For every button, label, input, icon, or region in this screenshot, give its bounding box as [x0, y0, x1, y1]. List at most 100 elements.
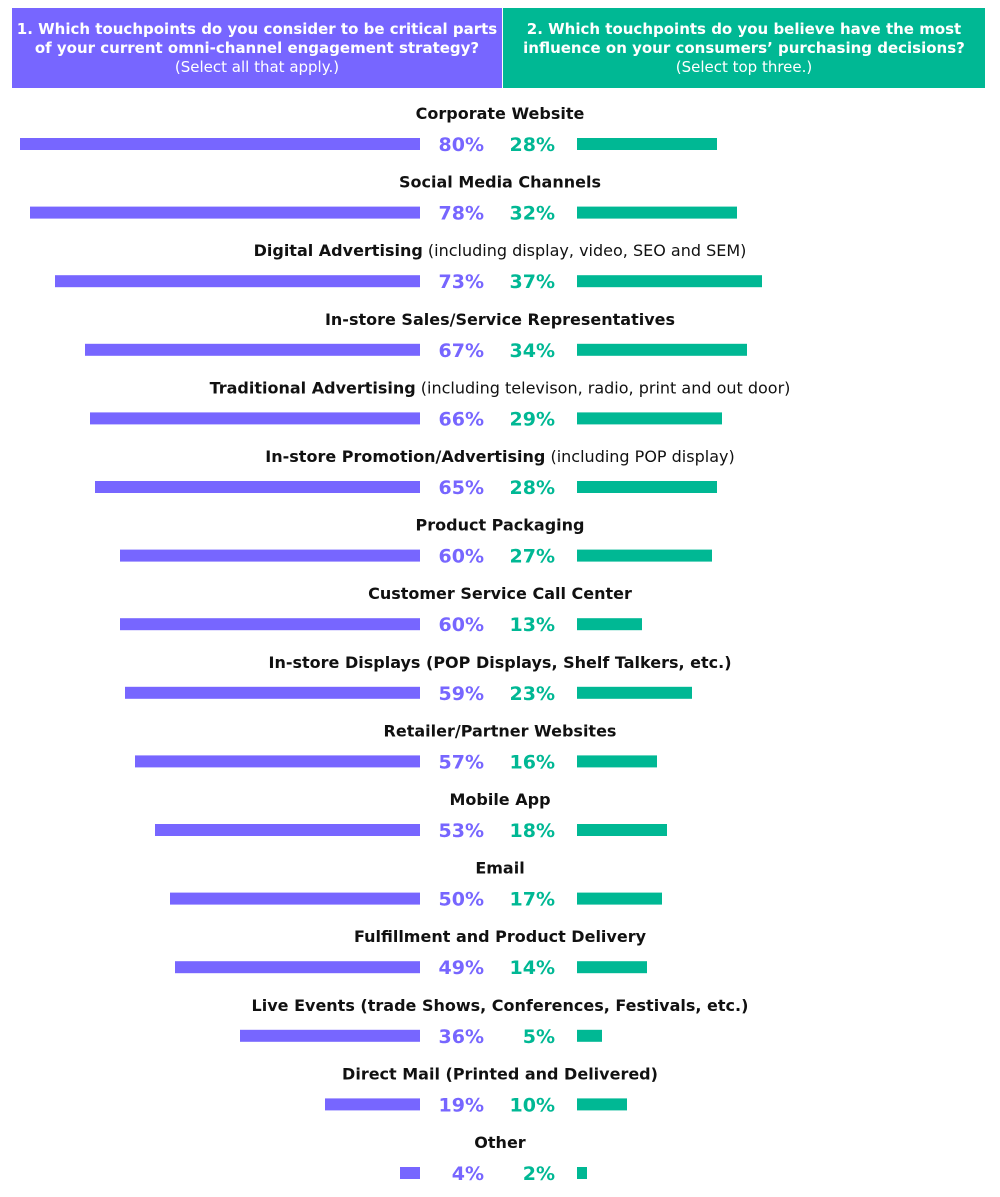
bar-critical-touchpoint [325, 1098, 420, 1111]
bar-critical-touchpoint [135, 755, 420, 768]
value-label-critical: 78% [439, 203, 484, 225]
category-label-main: In-store Promotion/Advertising [265, 447, 545, 466]
value-label-critical: 57% [439, 751, 484, 773]
bar-influence-touchpoint [577, 481, 717, 493]
value-label-influence: 23% [510, 683, 555, 705]
bar-critical-touchpoint [155, 824, 420, 836]
bar-influence-touchpoint [577, 275, 762, 288]
value-label-influence: 14% [510, 957, 555, 979]
bar-critical-touchpoint [85, 343, 420, 356]
bar-influence-touchpoint [577, 343, 747, 356]
category-label: Digital Advertising (including display, … [254, 241, 747, 260]
bar-critical-touchpoint [175, 961, 420, 974]
category-label-note: (including display, video, SEO and SEM) [423, 241, 747, 260]
category-label: Corporate Website [416, 104, 585, 123]
value-label-critical: 49% [439, 957, 484, 979]
bar-influence-touchpoint [577, 892, 662, 905]
bar-critical-touchpoint [90, 412, 420, 425]
value-label-critical: 60% [439, 546, 484, 568]
bar-critical-touchpoint [400, 1167, 420, 1179]
value-label-influence: 28% [510, 477, 555, 499]
category-label: In-store Sales/Service Representatives [325, 310, 675, 329]
value-label-critical: 67% [439, 340, 484, 362]
value-label-critical: 36% [439, 1026, 484, 1048]
bar-influence-touchpoint [577, 549, 712, 562]
category-label-main: Retailer/Partner Websites [384, 721, 617, 740]
category-label: Traditional Advertising (including telev… [210, 378, 791, 397]
bar-influence-touchpoint [577, 1167, 587, 1179]
category-label: In-store Displays (POP Displays, Shelf T… [269, 653, 732, 672]
header-question-2-note: (Select top three.) [675, 58, 813, 76]
value-label-critical: 65% [439, 477, 484, 499]
value-label-influence: 10% [510, 1094, 555, 1116]
bar-influence-touchpoint [577, 138, 717, 150]
value-label-influence: 18% [510, 820, 555, 842]
category-label-note: (including televison, radio, print and o… [416, 378, 791, 397]
header-question-1-note: (Select all that apply.) [174, 58, 340, 76]
category-label: Direct Mail (Printed and Delivered) [342, 1064, 658, 1083]
category-label-main: In-store Displays (POP Displays, Shelf T… [269, 653, 732, 672]
value-label-influence: 27% [510, 546, 555, 568]
value-label-influence: 37% [510, 271, 555, 293]
bar-influence-touchpoint [577, 206, 737, 219]
category-label: Customer Service Call Center [368, 584, 632, 603]
value-label-influence: 2% [523, 1163, 555, 1185]
bar-critical-touchpoint [120, 618, 420, 631]
bar-influence-touchpoint [577, 1098, 627, 1111]
value-label-critical: 50% [439, 889, 484, 911]
bar-critical-touchpoint [95, 481, 420, 493]
value-label-influence: 5% [523, 1026, 555, 1048]
category-label-note: (including POP display) [545, 447, 734, 466]
value-label-critical: 19% [439, 1094, 484, 1116]
bar-critical-touchpoint [20, 138, 420, 150]
value-label-critical: 53% [439, 820, 484, 842]
category-label-main: Mobile App [449, 790, 550, 809]
category-label-main: Social Media Channels [399, 173, 601, 192]
category-label: Other [474, 1133, 525, 1152]
category-label: Fulfillment and Product Delivery [354, 927, 647, 946]
bar-critical-touchpoint [120, 549, 420, 562]
category-label-main: Traditional Advertising [210, 378, 416, 397]
category-label: Retailer/Partner Websites [384, 721, 617, 740]
category-label-main: Fulfillment and Product Delivery [354, 927, 647, 946]
bar-influence-touchpoint [577, 618, 642, 631]
value-label-critical: 73% [439, 271, 484, 293]
bar-critical-touchpoint [55, 275, 420, 288]
category-label-main: Customer Service Call Center [368, 584, 632, 603]
category-label-main: Product Packaging [416, 516, 585, 535]
category-label: Mobile App [449, 790, 550, 809]
header-question-1: 1. Which touchpoints do you consider to … [12, 8, 502, 88]
bar-critical-touchpoint [125, 686, 420, 699]
value-label-critical: 59% [439, 683, 484, 705]
value-label-critical: 66% [439, 408, 484, 430]
bar-influence-touchpoint [577, 755, 657, 768]
header-question-1-bold: 1. Which touchpoints do you consider to … [16, 20, 498, 57]
category-label-main: Corporate Website [416, 104, 585, 123]
value-label-influence: 17% [510, 889, 555, 911]
bar-influence-touchpoint [577, 961, 647, 974]
value-label-critical: 4% [452, 1163, 484, 1185]
bar-influence-touchpoint [577, 1029, 602, 1042]
category-label-main: In-store Sales/Service Representatives [325, 310, 675, 329]
value-label-influence: 34% [510, 340, 555, 362]
bar-critical-touchpoint [30, 206, 420, 219]
bar-influence-touchpoint [577, 824, 667, 836]
category-label: Social Media Channels [399, 173, 601, 192]
category-label-main: Live Events (trade Shows, Conferences, F… [252, 996, 749, 1015]
value-label-influence: 28% [510, 134, 555, 156]
category-label: Email [475, 859, 524, 878]
category-label: Product Packaging [416, 516, 585, 535]
category-label-main: Direct Mail (Printed and Delivered) [342, 1064, 658, 1083]
bar-influence-touchpoint [577, 412, 722, 425]
bar-critical-touchpoint [170, 892, 420, 905]
value-label-influence: 32% [510, 203, 555, 225]
value-label-influence: 13% [510, 614, 555, 636]
category-label: In-store Promotion/Advertising (includin… [265, 447, 734, 466]
header-question-2-bold: 2. Which touchpoints do you believe have… [523, 20, 965, 57]
category-label-main: Email [475, 859, 524, 878]
value-label-critical: 60% [439, 614, 484, 636]
category-label: Live Events (trade Shows, Conferences, F… [252, 996, 749, 1015]
bar-critical-touchpoint [240, 1029, 420, 1042]
value-label-critical: 80% [439, 134, 484, 156]
